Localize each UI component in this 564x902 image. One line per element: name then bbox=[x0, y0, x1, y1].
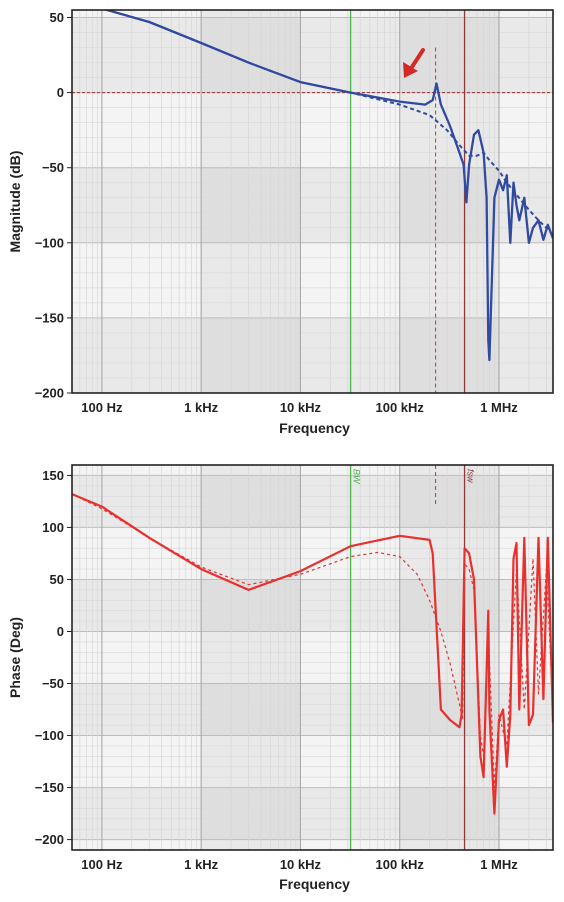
phase-series bbox=[72, 493, 553, 815]
decade-band bbox=[201, 465, 301, 850]
grid-band bbox=[72, 317, 553, 393]
y-tick-label: −150 bbox=[35, 310, 64, 325]
phase-chart: BW fsw 150 100 50 0 −50 −100 −150 −200 100 Hz 1 k… bbox=[7, 464, 554, 892]
y-tick-label: −200 bbox=[35, 832, 64, 847]
x-tick-label: 1 kHz bbox=[184, 857, 218, 872]
arrow-shaft bbox=[408, 48, 425, 72]
y-tick-label: −100 bbox=[35, 728, 64, 743]
plot-area bbox=[72, 465, 553, 850]
decade-band bbox=[399, 10, 499, 393]
x-tick-label: 100 kHz bbox=[376, 857, 425, 872]
magnitude-y-axis-label: Magnitude (dB) bbox=[7, 151, 23, 253]
y-tick-label: −50 bbox=[42, 160, 64, 175]
x-tick-label: 1 MHz bbox=[480, 400, 518, 415]
grid-band bbox=[72, 579, 553, 632]
x-tick-label: 10 kHz bbox=[280, 400, 322, 415]
y-tick-label: −200 bbox=[35, 386, 64, 401]
bandwidth-marker-label: BW bbox=[352, 469, 362, 485]
x-tick-label: 10 kHz bbox=[280, 857, 322, 872]
peak-arrow-annotation bbox=[403, 48, 425, 78]
y-tick-label: −150 bbox=[35, 780, 64, 795]
phase-y-axis-label: Phase (Deg) bbox=[7, 617, 23, 698]
magnitude-dashed-line bbox=[103, 10, 553, 236]
y-tick-label: 0 bbox=[57, 85, 64, 100]
phase-gridlines bbox=[71, 464, 553, 851]
magnitude-x-axis-label: Frequency bbox=[279, 420, 350, 436]
phase-x-ticks: 100 Hz 1 kHz 10 kHz 100 kHz 1 MHz bbox=[81, 857, 518, 872]
x-tick-label: 100 kHz bbox=[376, 400, 425, 415]
y-tick-label: 100 bbox=[42, 520, 64, 535]
magnitude-background bbox=[72, 10, 553, 393]
y-tick-label: −100 bbox=[35, 235, 64, 250]
x-tick-label: 100 Hz bbox=[81, 400, 123, 415]
phase-dashed-line bbox=[72, 493, 553, 789]
grid-band bbox=[72, 475, 553, 528]
phase-background bbox=[72, 465, 553, 850]
phase-plot-frame bbox=[71, 464, 554, 851]
decade-band bbox=[201, 10, 301, 393]
magnitude-series bbox=[102, 10, 553, 362]
grid-band bbox=[72, 17, 553, 93]
y-tick-label: 150 bbox=[42, 468, 64, 483]
magnitude-x-ticks: 100 Hz 1 kHz 10 kHz 100 kHz 1 MHz bbox=[81, 400, 518, 415]
y-tick-label: −50 bbox=[42, 676, 64, 691]
phase-y-ticks: 150 100 50 0 −50 −100 −150 −200 bbox=[35, 468, 72, 847]
switching-frequency-marker-label: fsw bbox=[466, 469, 476, 483]
phase-x-axis-label: Frequency bbox=[279, 876, 350, 892]
x-tick-label: 1 kHz bbox=[184, 400, 218, 415]
magnitude-y-ticks: 50 0 −50 −100 −150 −200 bbox=[35, 10, 72, 401]
y-tick-label: 50 bbox=[50, 10, 64, 25]
grid-band bbox=[72, 167, 553, 243]
grid-band bbox=[72, 787, 553, 840]
magnitude-chart: 500−50−100−150−200 100 Hz 1 kHz 10 kHz 100 … bbox=[7, 9, 554, 436]
y-tick-label: 0 bbox=[57, 624, 64, 639]
x-tick-label: 100 Hz bbox=[81, 857, 123, 872]
magnitude-plot-frame bbox=[71, 9, 554, 394]
arrow-head bbox=[403, 62, 418, 78]
y-tick-label: 50 bbox=[50, 572, 64, 587]
decade-band bbox=[399, 465, 499, 850]
phase-solid-line bbox=[72, 493, 553, 815]
x-tick-label: 1 MHz bbox=[480, 857, 518, 872]
phase-markers: BW fsw bbox=[349, 465, 476, 850]
magnitude-markers bbox=[72, 10, 553, 393]
grid-band bbox=[72, 683, 553, 736]
